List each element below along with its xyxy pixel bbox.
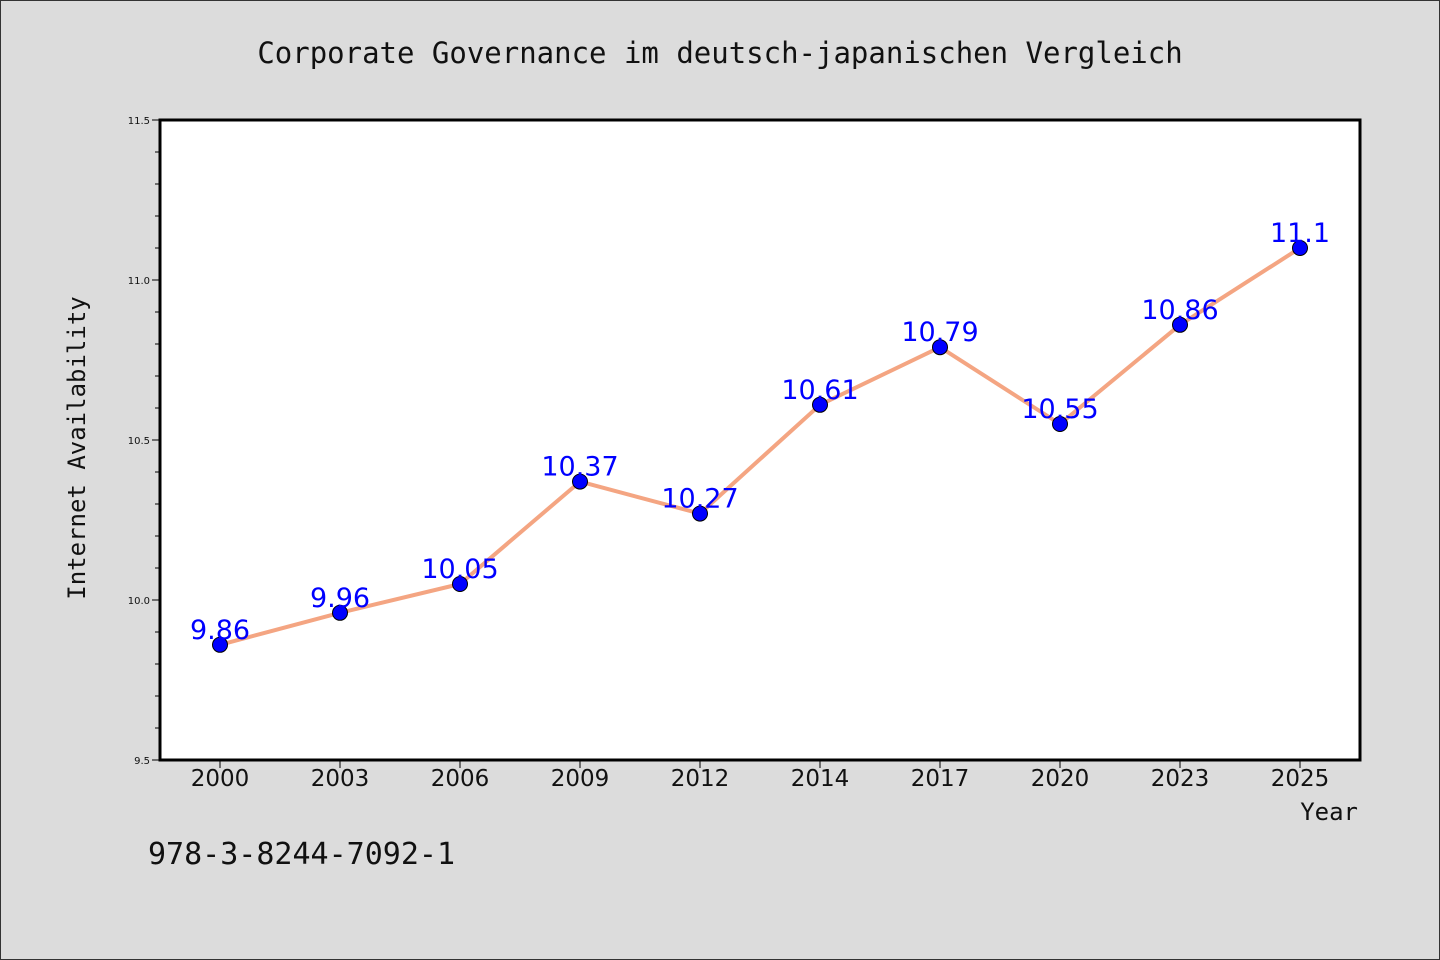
x-tick-label: 2017 [911, 766, 970, 792]
data-point [452, 576, 468, 592]
data-point [332, 604, 348, 621]
x-tick-label: 2014 [791, 766, 850, 792]
chart-title: Corporate Governance im deutsch-japanisc… [257, 36, 1182, 70]
footer-text: 978-3-8244-7092-1 [148, 837, 455, 872]
data-label: 10.61 [781, 375, 858, 406]
x-tick-label: 2020 [1031, 766, 1090, 792]
y-axis: 9.5 10.0 10.5 11.0 11.5 [128, 116, 160, 767]
data-point [212, 636, 228, 653]
x-tick-label: 2003 [311, 766, 370, 792]
series-layer [212, 240, 1308, 653]
data-label: 9.86 [190, 615, 250, 646]
data-label: 10.37 [541, 452, 618, 483]
y-tick-label: 11.0 [128, 276, 150, 287]
plot-area [158, 118, 1362, 762]
x-tick-label: 2012 [671, 766, 730, 792]
data-point [1052, 416, 1068, 432]
data-label: 11.1 [1270, 218, 1330, 249]
y-tick-label: 10.0 [128, 596, 150, 607]
data-label: 10.79 [901, 317, 978, 348]
data-label: 10.86 [1141, 295, 1218, 326]
x-tick-label: 2023 [1151, 766, 1210, 792]
data-label: 9.96 [310, 583, 370, 614]
x-axis: 2000 2003 2006 2009 2012 2014 2017 2020 2023 2025 [191, 760, 1330, 792]
y-tick-label: 9.5 [134, 756, 150, 767]
data-point [932, 339, 948, 356]
y-tick-label: 10.5 [128, 436, 150, 447]
data-point [1172, 316, 1188, 333]
data-point [572, 473, 588, 490]
series-line [218, 246, 1302, 647]
x-tick-label: 2009 [551, 766, 610, 792]
data-point [812, 396, 828, 413]
data-label: 10.05 [421, 554, 498, 585]
x-tick-label: 2000 [191, 766, 250, 792]
x-tick-label: 2006 [431, 766, 490, 792]
y-axis-label: Internet Availability [63, 296, 91, 599]
x-axis-label: Year [1300, 798, 1358, 826]
data-label: 10.55 [1021, 394, 1098, 425]
data-label: 10.27 [661, 484, 738, 515]
data-point [1292, 240, 1308, 256]
y-tick-label: 11.5 [128, 116, 150, 127]
data-label-layer: 9.86 9.96 10.05 10.37 10.27 10.61 10.79 10.55 10… [190, 218, 1330, 646]
x-tick-label: 2025 [1271, 766, 1330, 792]
data-point [692, 505, 708, 522]
